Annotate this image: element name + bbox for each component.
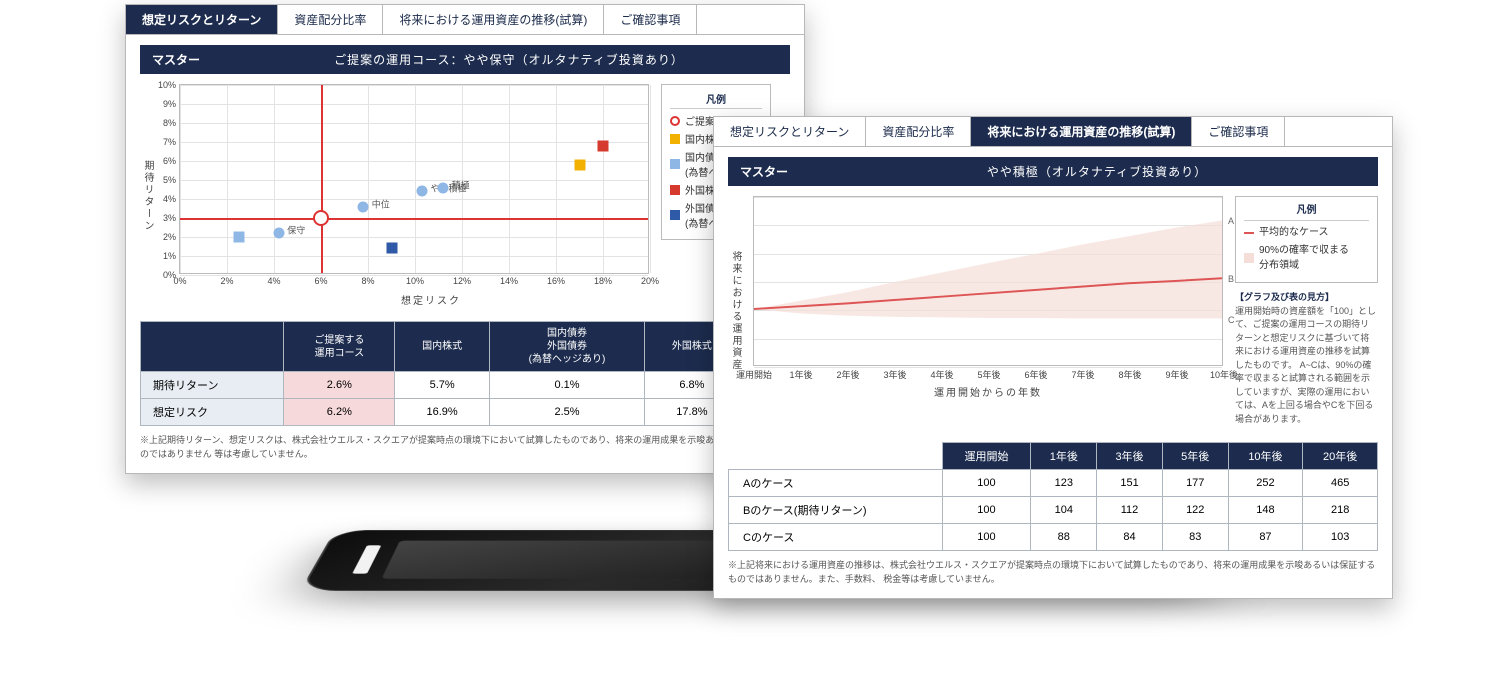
title-bar-a: マスター ご提案の運用コース：やや保守（オルタナティブ投資あり） [140,45,790,74]
table-row: Bのケース(期待リターン)100104112122148218 [729,497,1378,524]
scatter-y-tick: 10% [158,80,180,90]
line-chart: 運用開始1年後2年後3年後4年後5年後6年後7年後8年後9年後10年後ABC [753,196,1223,366]
scatter-y-tick: 7% [163,137,180,147]
legend-item: 90%の確率で収まる 分布領域 [1244,243,1369,273]
tab[interactable]: 想定リスクとリターン [714,117,866,146]
scatter-chart: 0%1%2%3%4%5%6%7%8%9%10%0%2%4%6%8%10%12%1… [179,84,649,274]
scatter-x-tick: 4% [267,273,280,286]
scatter-point [386,243,397,254]
line-x-axis-title: 運用開始からの年数 [753,384,1223,399]
risk-return-table: ご提案する 運用コース国内株式国内債券 外国債券 (為替ヘッジあり)外国株式(為… [140,321,790,426]
scatter-point: やや積極 [417,186,428,197]
scatter-y-tick: 3% [163,213,180,223]
course-title-a: ご提案の運用コース：やや保守（オルタナティブ投資あり） [240,51,778,68]
line-side-notes: 凡例平均的なケース90%の確率で収まる 分布領域 【グラフ及び表の見方】 運用開… [1235,196,1378,426]
series-end-label: C [1228,315,1235,325]
line-x-tick: 7年後 [1071,365,1094,381]
line-x-tick: 6年後 [1024,365,1047,381]
series-end-label: A [1228,216,1234,226]
tabs-projection: 想定リスクとリターン資産配分比率将来における運用資産の推移(試算)ご確認事項 [714,117,1392,147]
tab[interactable]: ご確認事項 [1192,117,1285,146]
scatter-x-tick: 12% [453,273,471,286]
line-legend: 凡例平均的なケース90%の確率で収まる 分布領域 [1235,196,1378,283]
scatter-point [574,159,585,170]
footnote-a: ※上記期待リターン、想定リスクは、株式会社ウエルス・スクエアが提案時点の環境下に… [140,434,790,461]
tab[interactable]: 将来における運用資産の推移(試算) [383,5,604,34]
scatter-x-tick: 10% [406,273,424,286]
scatter-point [233,232,244,243]
tab[interactable]: 将来における運用資産の推移(試算) [971,117,1192,146]
scatter-y-tick: 9% [163,99,180,109]
scatter-y-axis-title: 期待リターン [140,160,155,232]
line-x-tick: 2年後 [836,365,859,381]
scatter-x-tick: 20% [641,273,659,286]
scatter-x-tick: 6% [314,273,327,286]
line-y-axis-title: 将来における運用資産 [728,251,743,371]
master-label-b: マスター [740,163,788,180]
scatter-x-tick: 8% [361,273,374,286]
notes-body: 運用開始時の資産額を「100」として、ご提案の運用コースの期待リターンと想定リス… [1235,305,1378,427]
scatter-x-tick: 14% [500,273,518,286]
title-bar-b: マスター やや積極（オルタナティブ投資あり） [728,157,1378,186]
tab[interactable]: 想定リスクとリターン [126,5,278,34]
scatter-x-tick: 0% [173,273,186,286]
series-end-label: B [1228,274,1234,284]
legend-item: 平均的なケース [1244,225,1369,240]
scatter-y-tick: 6% [163,156,180,166]
scatter-x-tick: 18% [594,273,612,286]
scatter-x-axis-title: 想定リスク [213,292,649,307]
line-x-tick: 3年後 [883,365,906,381]
panel-projection: 想定リスクとリターン資産配分比率将来における運用資産の推移(試算)ご確認事項 マ… [713,116,1393,599]
tabs-risk-return: 想定リスクとリターン資産配分比率将来における運用資産の推移(試算)ご確認事項 [126,5,804,35]
table-row: Cのケース10088848387103 [729,524,1378,551]
line-x-tick: 5年後 [977,365,1000,381]
projection-table: 運用開始1年後3年後5年後10年後20年後Aのケース10012315117725… [728,442,1378,551]
line-x-tick: 9年後 [1165,365,1188,381]
table-row: 想定リスク6.2%16.9%2.5%17.8% [141,399,790,426]
tab[interactable]: 資産配分比率 [278,5,383,34]
scatter-y-tick: 1% [163,251,180,261]
scatter-point: 積極 [438,182,449,193]
tab[interactable]: ご確認事項 [604,5,697,34]
master-label-a: マスター [152,51,200,68]
scatter-point: 保守 [273,228,284,239]
line-x-tick: 4年後 [930,365,953,381]
table-row: Aのケース100123151177252465 [729,470,1378,497]
proposal-marker [313,210,329,226]
scatter-y-tick: 8% [163,118,180,128]
table-row: 期待リターン2.6%5.7%0.1%6.8% [141,372,790,399]
footnote-b: ※上記将来における運用資産の推移は、株式会社ウエルス・スクエアが提案時点の環境下… [728,559,1378,586]
notes-title: 【グラフ及び表の見方】 [1235,291,1378,305]
panel-risk-return: 想定リスクとリターン資産配分比率将来における運用資産の推移(試算)ご確認事項 マ… [125,4,805,474]
scatter-x-tick: 2% [220,273,233,286]
line-x-tick: 8年後 [1118,365,1141,381]
scatter-point [598,140,609,151]
line-x-tick: 運用開始 [736,365,772,381]
course-title-b: やや積極（オルタナティブ投資あり） [828,163,1366,180]
scatter-x-tick: 16% [547,273,565,286]
tab[interactable]: 資産配分比率 [866,117,971,146]
scatter-point: 中位 [358,201,369,212]
scatter-y-tick: 4% [163,194,180,204]
line-x-tick: 10年後 [1210,365,1238,381]
scatter-y-tick: 2% [163,232,180,242]
scatter-y-tick: 5% [163,175,180,185]
line-x-tick: 1年後 [789,365,812,381]
